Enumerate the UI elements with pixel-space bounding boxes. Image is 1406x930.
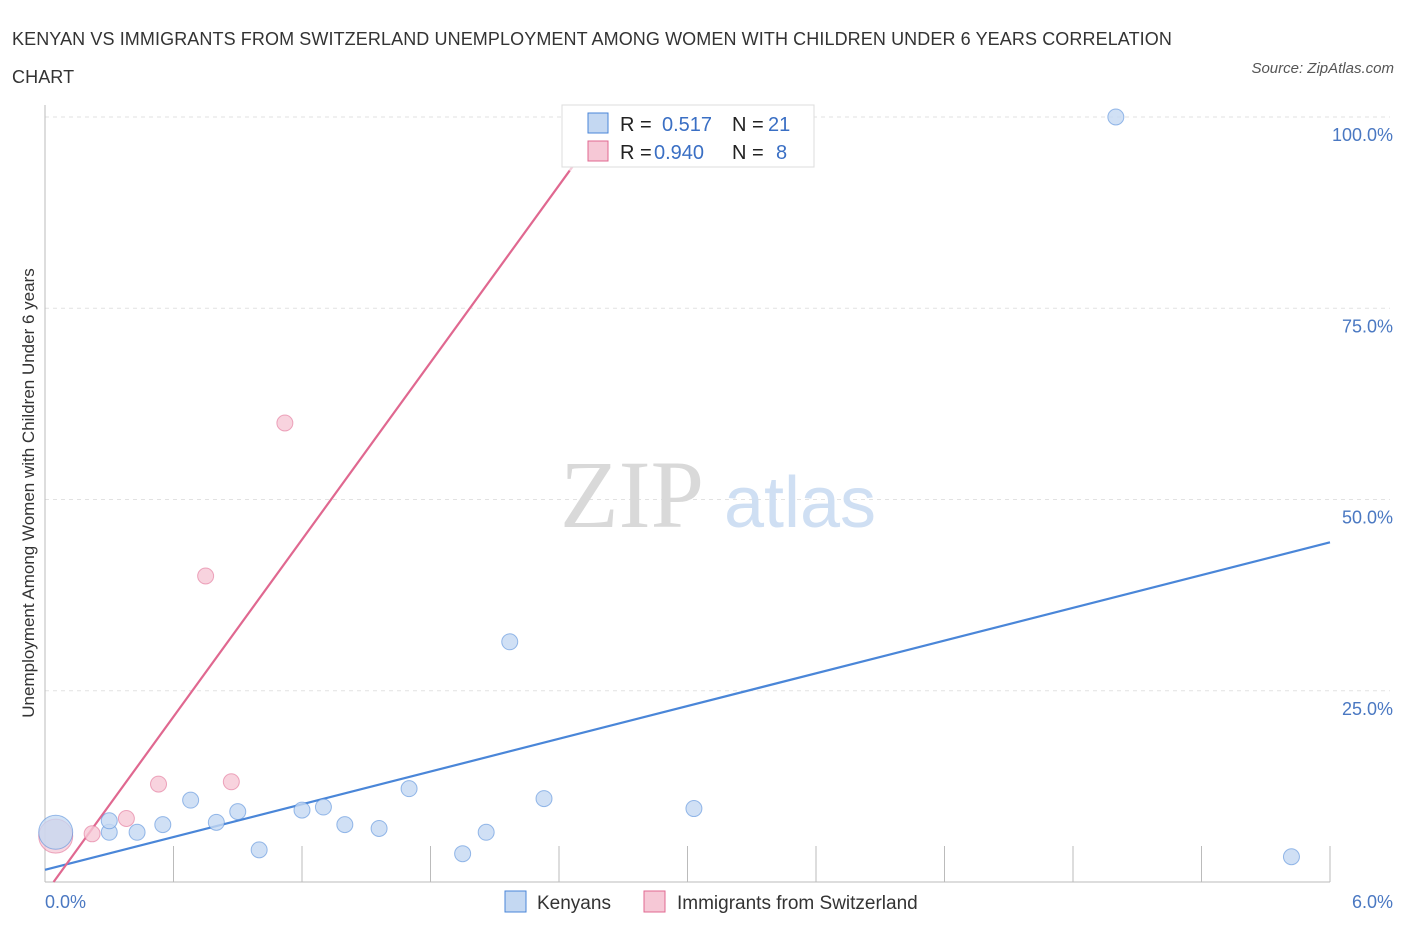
- kenyans-point: [229, 803, 247, 821]
- chart-source: Source: ZipAtlas.com: [1251, 60, 1394, 77]
- switzerland-point: [276, 414, 294, 432]
- kenyans-point: [314, 798, 332, 816]
- y-tick-label: 75.0%: [1342, 316, 1393, 336]
- switzerland-point: [150, 775, 168, 793]
- legend-n-label: N =: [732, 142, 764, 164]
- kenyans-point: [454, 845, 472, 863]
- kenyans-point: [477, 823, 495, 841]
- kenyans-point: [154, 816, 172, 834]
- legend-swatch-switzerland: [643, 890, 666, 913]
- chart-title: KENYAN VS IMMIGRANTS FROM SWITZERLAND UN…: [12, 29, 1172, 87]
- kenyans-point: [370, 819, 388, 837]
- legend-swatch-switzerland: [587, 140, 609, 162]
- y-tick-labels: 25.0% 50.0% 75.0% 100.0%: [1332, 125, 1393, 719]
- kenyans-point: [1282, 848, 1300, 866]
- switzerland-point: [222, 773, 240, 791]
- y-tick-label: 100.0%: [1332, 125, 1393, 145]
- legend-swatch-kenyans: [504, 890, 527, 913]
- x-tick-label: 6.0%: [1352, 892, 1393, 912]
- switzerland-trend-line: [52, 169, 571, 883]
- legend-n-value: 8: [776, 142, 787, 164]
- legend-label-switzerland: Immigrants from Switzerland: [677, 893, 918, 914]
- kenyans-point: [207, 813, 225, 831]
- watermark-zip: ZIP: [560, 441, 704, 548]
- legend-r-value: 0.940: [654, 142, 704, 164]
- kenyans-point: [685, 800, 703, 818]
- legend-r-label: R =: [620, 142, 652, 164]
- kenyans-point: [1107, 108, 1125, 126]
- x-tick-labels: 0.0% 6.0%: [45, 892, 1393, 912]
- kenyans-trend-line: [44, 541, 1331, 871]
- y-axis-label: Unemployment Among Women with Children U…: [19, 268, 38, 717]
- y-tick-label: 25.0%: [1342, 699, 1393, 719]
- switzerland-point: [117, 810, 135, 828]
- legend-top: R = 0.517 N = 21 R = 0.940 N = 8: [561, 104, 815, 168]
- legend-bottom: Kenyans Immigrants from Switzerland: [504, 890, 918, 914]
- kenyans-point: [501, 633, 519, 651]
- kenyans-point: [535, 790, 553, 808]
- grid-lines: [45, 116, 1390, 692]
- kenyans-point: [250, 841, 268, 859]
- legend-n-label: N =: [732, 114, 764, 136]
- switzerland-point: [197, 567, 215, 585]
- axes: [44, 105, 1331, 883]
- kenyans-point: [293, 801, 311, 819]
- watermark: ZIP atlas: [560, 441, 876, 548]
- legend-swatch-kenyans: [587, 112, 609, 134]
- legend-r-value: 0.517: [662, 114, 712, 136]
- kenyans-point: [400, 780, 418, 798]
- kenyans-point: [182, 791, 200, 809]
- watermark-atlas: atlas: [724, 463, 876, 543]
- legend-r-label: R =: [620, 114, 652, 136]
- kenyans-point: [100, 812, 118, 830]
- legend-n-value: 21: [768, 114, 790, 136]
- y-tick-label: 50.0%: [1342, 508, 1393, 528]
- switzerland-point: [83, 825, 101, 843]
- legend-label-kenyans: Kenyans: [537, 893, 611, 914]
- kenyans-point: [38, 814, 74, 850]
- kenyans-point: [128, 823, 146, 841]
- x-tick-label: 0.0%: [45, 892, 86, 912]
- kenyans-point: [336, 816, 354, 834]
